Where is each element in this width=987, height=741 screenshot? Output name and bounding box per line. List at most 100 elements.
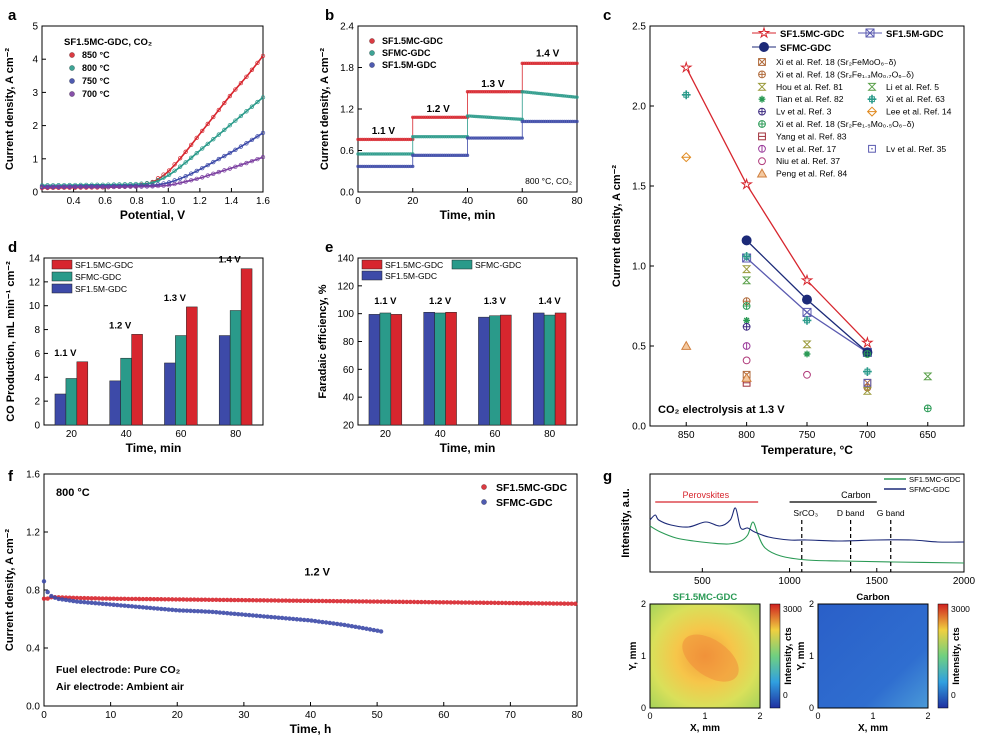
panel-g-colorbar xyxy=(937,603,949,709)
panel-a-point xyxy=(216,132,221,137)
panel-f-point xyxy=(41,596,47,601)
panel-f-point xyxy=(287,616,292,621)
panel-f-point xyxy=(353,599,358,604)
panel-b-point xyxy=(575,61,579,66)
panel-b-label: b xyxy=(325,7,334,24)
panel-a-point xyxy=(211,137,216,142)
panel-b-note: 800 °C, CO₂ xyxy=(525,176,572,186)
panel-a-point xyxy=(78,184,83,190)
panel-d-ytick-label: 10 xyxy=(29,301,41,312)
panel-a-point xyxy=(144,184,150,189)
panel-f-legend-label: SFMC-GDC xyxy=(496,497,553,509)
panel-a-point xyxy=(238,80,244,86)
panel-f-point xyxy=(334,621,340,627)
panel-a-curve-1 xyxy=(41,96,264,187)
panel-f-point xyxy=(415,599,420,605)
panel-f-point xyxy=(45,596,50,601)
panel-a-xtick-label: 1.6 xyxy=(256,196,270,207)
panel-f-point xyxy=(74,599,80,604)
panel-g-frame xyxy=(649,473,965,573)
panel-b-xlabel: Time, min xyxy=(440,208,496,222)
panel-f-point xyxy=(56,596,61,602)
panel-f-point xyxy=(323,598,329,604)
panel-f-xtick-label: 20 xyxy=(172,710,184,721)
panel-a-point xyxy=(39,185,45,190)
panel-g-map-ytick: 0 xyxy=(641,703,646,713)
panel-a-point xyxy=(95,184,100,190)
panel-a-xtick-label: 1.4 xyxy=(224,196,238,207)
panel-e-bar xyxy=(478,316,490,426)
panel-e-bar xyxy=(368,314,381,426)
panel-a-point xyxy=(166,168,172,173)
panel-f-point xyxy=(181,597,186,602)
panel-a-xtick-label: 1.0 xyxy=(161,196,175,207)
panel-e-legend-label: SF1.5MC-GDC xyxy=(385,260,443,270)
panel-f-point xyxy=(525,601,530,606)
panel-a-point xyxy=(227,123,233,128)
panel-e-bar-label: 1.2 V xyxy=(429,296,452,307)
panel-f-point xyxy=(170,607,175,613)
panel-f-point xyxy=(210,597,215,603)
panel-b-point xyxy=(575,95,579,99)
panel-c-xtick-label: 850 xyxy=(678,430,695,441)
panel-a-point xyxy=(84,184,89,190)
panel-a-point xyxy=(155,177,161,183)
panel-c-legend-marker xyxy=(865,28,875,38)
panel-f-point xyxy=(279,615,285,621)
panel-f-point xyxy=(283,598,289,603)
panel-f-point xyxy=(323,620,329,625)
panel-d-bar xyxy=(164,362,176,426)
panel-f-xtick-label: 70 xyxy=(505,710,517,721)
panel-a-point xyxy=(249,158,255,164)
panel-a-point xyxy=(244,141,249,146)
panel-f-point xyxy=(133,604,138,609)
panel-g-region-carbon: Carbon xyxy=(841,490,871,500)
panel-g-cbar-tick: 3000 xyxy=(951,604,970,614)
panel-f-point xyxy=(375,628,380,633)
panel-f-point xyxy=(151,606,157,611)
panel-g-map-xlabel: X, mm xyxy=(690,723,720,734)
panel-f-point xyxy=(466,600,472,605)
panel-a-point xyxy=(172,162,177,167)
panel-g-map-ylabel: Y, mm xyxy=(628,641,639,670)
panel-g-cbar-label: Intensity, cts xyxy=(951,627,962,684)
panel-d-xtick-label: 20 xyxy=(66,429,78,440)
panel-b-step-label: 1.4 V xyxy=(536,48,560,59)
panel-f-point xyxy=(254,598,259,603)
panel-f-point xyxy=(199,609,204,614)
panel-f-point xyxy=(338,599,344,604)
panel-g-map-ytick: 1 xyxy=(809,651,814,661)
panel-a-point xyxy=(233,87,238,92)
panel-e-ytick-label: 120 xyxy=(337,281,354,292)
panel-e-bar xyxy=(532,312,545,426)
panel-a-point xyxy=(89,184,94,190)
panel-f-point xyxy=(60,597,65,602)
panel-f-point xyxy=(159,606,164,612)
panel-b-legend-marker xyxy=(369,38,375,44)
panel-a-point xyxy=(260,95,266,100)
panel-f-point xyxy=(426,599,431,605)
panel-f-point xyxy=(547,601,552,606)
panel-f-point xyxy=(459,600,464,605)
panel-g-legend-label: SF1.5MC-GDC xyxy=(909,475,961,484)
panel-a-point xyxy=(183,149,188,154)
panel-a-point xyxy=(244,74,249,79)
panel-a-point xyxy=(200,146,205,151)
panel-f-point xyxy=(283,616,289,621)
panel-f-point xyxy=(118,603,124,608)
panel-c-line-marker xyxy=(860,336,874,349)
panel-c-ref-marker xyxy=(863,378,872,387)
panel-f-point xyxy=(247,598,252,603)
panel-a-point xyxy=(260,53,266,59)
panel-g-map-xtick: 1 xyxy=(702,711,707,721)
panel-a-ytick-label: 0 xyxy=(32,188,38,199)
panel-c-legend-marker xyxy=(758,58,766,66)
panel-f-point xyxy=(129,604,135,609)
panel-a-point xyxy=(238,144,244,149)
panel-a-point xyxy=(133,184,139,189)
panel-f-point xyxy=(181,608,186,613)
panel-f-point xyxy=(529,601,534,606)
panel-f-point xyxy=(499,600,505,606)
panel-f-point xyxy=(214,610,219,615)
panel-e-ytick-label: 40 xyxy=(343,393,355,404)
